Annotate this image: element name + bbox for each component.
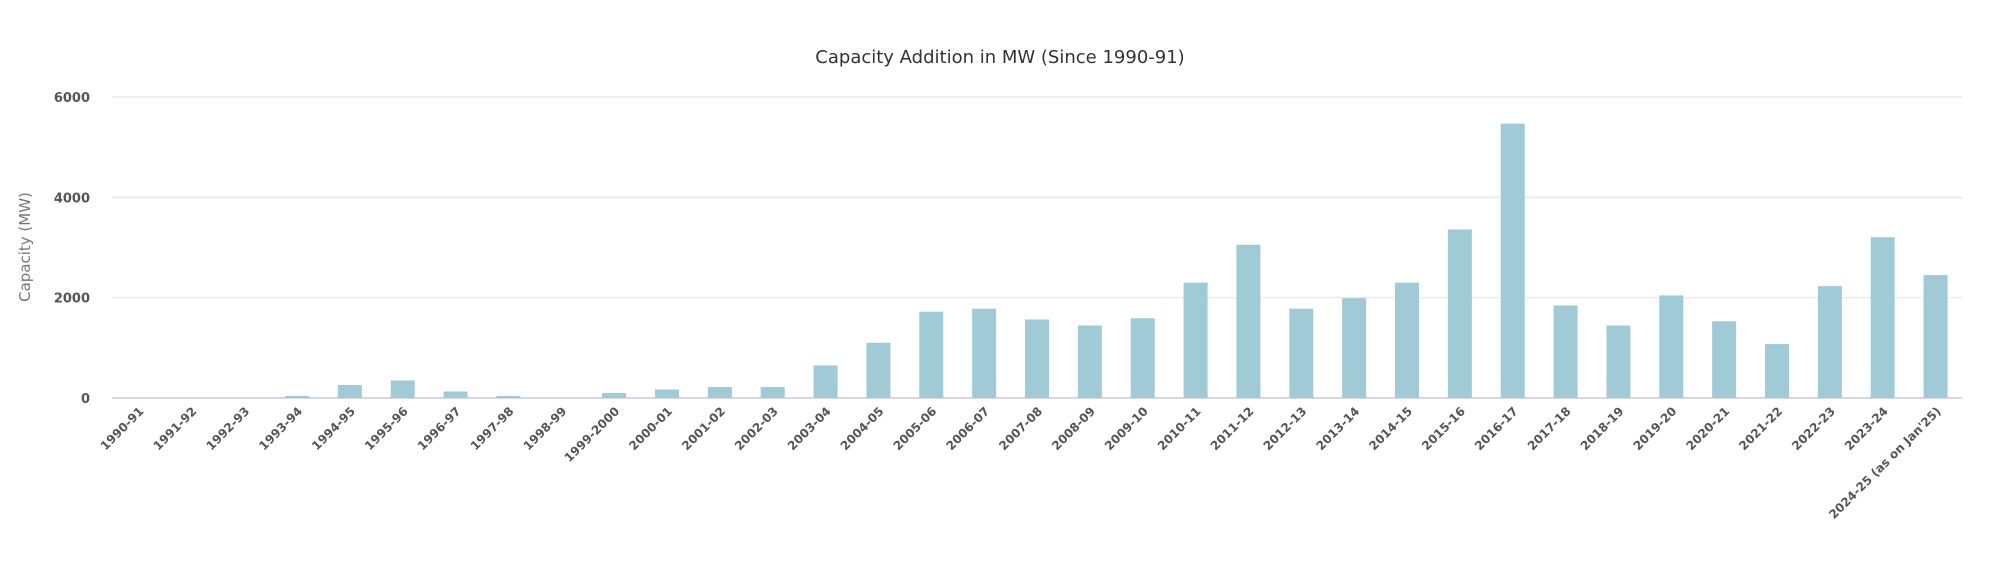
bar-2023-24[interactable] <box>1870 237 1895 398</box>
bar-1995-96[interactable] <box>390 380 415 398</box>
x-tick-label: 2020-21 <box>1683 404 1732 453</box>
x-tick-label: 2022-23 <box>1789 404 1838 453</box>
bar-2006-07[interactable] <box>972 308 997 398</box>
x-tick-label: 2004-05 <box>838 404 887 453</box>
bar-2018-19[interactable] <box>1606 325 1631 398</box>
x-tick-label: 2001-02 <box>679 404 728 453</box>
x-tick-label: 1996-97 <box>415 404 464 453</box>
bar-2017-18[interactable] <box>1553 305 1578 398</box>
bar-2011-12[interactable] <box>1236 244 1261 398</box>
bar-2022-23[interactable] <box>1817 286 1842 398</box>
bar-1999-2000[interactable] <box>602 392 627 398</box>
y-tick-label: 2000 <box>54 292 90 307</box>
bar-1993-94[interactable] <box>285 395 309 398</box>
bar-2009-10[interactable] <box>1130 318 1155 398</box>
bar-2013-14[interactable] <box>1342 298 1367 398</box>
x-tick-label: 2002-03 <box>732 404 781 453</box>
x-tick-label: 2005-06 <box>891 404 940 453</box>
x-tick-label: 1999-2000 <box>562 404 623 465</box>
y-tick-label: 6000 <box>54 91 90 106</box>
x-tick-label: 2011-12 <box>1208 404 1257 453</box>
bar-2007-08[interactable] <box>1025 319 1049 398</box>
x-tick-label: 2019-20 <box>1631 404 1680 453</box>
bar-2008-09[interactable] <box>1077 325 1102 398</box>
x-tick-label: 1992-93 <box>203 404 252 453</box>
bar-2020-21[interactable] <box>1712 321 1737 398</box>
bar-2005-06[interactable] <box>919 311 944 398</box>
x-tick-label: 1993-94 <box>256 404 305 453</box>
x-tick-label: 2012-13 <box>1261 404 1310 453</box>
x-tick-label: 2016-17 <box>1472 404 1521 453</box>
x-tick-label: 1998-99 <box>521 404 570 453</box>
y-axis-label: Capacity (MW) <box>16 192 34 302</box>
bar-1996-97[interactable] <box>443 391 468 398</box>
x-tick-label: 2010-11 <box>1155 404 1204 453</box>
x-tick-label: 2000-01 <box>626 404 675 453</box>
x-tick-label: 2018-19 <box>1578 404 1627 453</box>
bar-2015-16[interactable] <box>1447 229 1472 398</box>
bar-2024-25[interactable] <box>1923 275 1948 398</box>
bar-1997-98[interactable] <box>496 395 521 398</box>
bar-2010-11[interactable] <box>1183 282 1208 398</box>
x-tick-label: 2003-04 <box>785 404 834 453</box>
y-tick-label: 0 <box>81 392 90 407</box>
bar-2016-17[interactable] <box>1500 123 1525 399</box>
bar-2004-05[interactable] <box>866 342 891 398</box>
chart-title: Capacity Addition in MW (Since 1990-91) <box>815 47 1184 68</box>
bar-1994-95[interactable] <box>337 384 362 398</box>
x-tick-label: 1995-96 <box>362 404 411 453</box>
x-tick-label: 2006-07 <box>943 404 992 453</box>
x-tick-label: 1997-98 <box>468 404 517 453</box>
x-tick-label: 2024-25 (as on Jan'25) <box>1826 404 1943 521</box>
x-tick-label: 2021-22 <box>1736 404 1785 453</box>
x-tick-label: 1990-91 <box>98 404 147 453</box>
bar-2014-15[interactable] <box>1395 282 1419 398</box>
bar-2001-02[interactable] <box>707 386 732 398</box>
bar-2012-13[interactable] <box>1289 308 1314 398</box>
bar-2002-03[interactable] <box>760 386 785 398</box>
x-tick-label: 2007-08 <box>996 404 1045 453</box>
x-tick-label: 2015-16 <box>1419 404 1468 453</box>
x-tick-label: 2008-09 <box>1049 404 1098 453</box>
x-tick-label: 1994-95 <box>309 404 358 453</box>
bar-2019-20[interactable] <box>1659 295 1684 398</box>
y-tick-label: 4000 <box>54 191 90 206</box>
bar-2000-01[interactable] <box>655 389 679 398</box>
x-tick-label: 2014-15 <box>1366 404 1415 453</box>
x-tick-label: 2009-10 <box>1102 404 1151 453</box>
x-tick-label: 1991-92 <box>151 404 200 453</box>
x-tick-label: 2013-14 <box>1313 404 1362 453</box>
bar-2003-04[interactable] <box>813 365 838 398</box>
x-tick-label: 2017-18 <box>1525 404 1574 453</box>
bar-2021-22[interactable] <box>1765 344 1789 398</box>
x-tick-label: 2023-24 <box>1842 404 1891 453</box>
